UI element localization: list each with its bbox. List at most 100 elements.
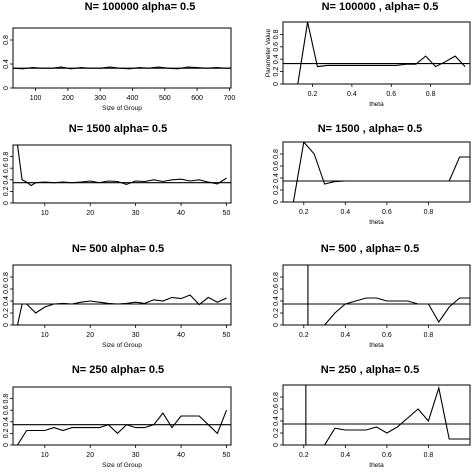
y-tick-label: 0.8 <box>273 392 280 402</box>
y-tick-label: 0.2 <box>3 186 10 196</box>
y-tick-label: 0.4 <box>273 416 280 426</box>
x-tick-label: 10 <box>41 452 49 459</box>
panel-title: N= 500 alpha= 0.5 <box>72 243 164 255</box>
plot-frame <box>12 264 232 326</box>
x-tick-label: 50 <box>223 332 231 339</box>
y-tick-label: 0.8 <box>3 152 10 162</box>
y-tick-label: 0 <box>273 82 280 86</box>
x-axis-label: Size of Group <box>102 105 142 112</box>
y-tick-label: 0.8 <box>3 272 10 282</box>
x-tick-label: 0.4 <box>340 332 350 339</box>
y-tick-label: 0.6 <box>3 163 10 173</box>
x-tick-label: 0.6 <box>382 452 392 459</box>
panel-8: N= 250 , alpha= 0.5 0 0.2 0.4 0.6 0.8 0.2 0.4 0.… <box>273 364 471 469</box>
x-tick-label: 700 <box>224 95 236 102</box>
x-tick-label: 100 <box>30 95 42 102</box>
x-tick-label: 0.8 <box>424 332 434 339</box>
y-tick-label: 0 <box>273 200 280 204</box>
y-tick-label: 0 <box>3 443 10 447</box>
panel-1: N= 100000 alpha= 0.5 0 0.4 0.8 100 200 300 400 5… <box>3 1 235 112</box>
y-tick-label: 0.4 <box>3 175 10 185</box>
x-tick-label: 0.4 <box>340 452 350 459</box>
x-tick-label: 40 <box>177 210 185 217</box>
y-tick-label: 0.2 <box>3 428 10 438</box>
series-line <box>16 294 227 325</box>
x-axis-label: theta <box>369 101 384 108</box>
x-axis-label: Size of Group <box>102 342 142 349</box>
x-axis-label: theta <box>369 462 384 469</box>
plot-frame <box>12 144 232 204</box>
y-tick-label: 0.6 <box>3 284 10 294</box>
y-tick-label: 0 <box>3 86 10 90</box>
panel-title: N= 1500 alpha= 0.5 <box>69 123 167 135</box>
series-line <box>324 385 470 445</box>
x-tick-label: 30 <box>132 452 140 459</box>
plot-frame <box>282 21 471 85</box>
y-tick-label: 0.4 <box>273 54 280 64</box>
x-tick-label: 0.6 <box>386 91 396 98</box>
x-tick-label: 30 <box>132 332 140 339</box>
plot-frame <box>282 141 471 203</box>
x-tick-label: 0.2 <box>299 452 309 459</box>
y-tick-label: 0.8 <box>273 272 280 282</box>
series-line <box>292 142 470 202</box>
y-tick-label: 0.2 <box>3 308 10 318</box>
series-line <box>16 145 227 187</box>
y-tick-label: 0.4 <box>3 296 10 306</box>
x-tick-label: 40 <box>177 332 185 339</box>
panel-5: N= 500 alpha= 0.5 0 0.2 0.4 0.6 0.8 10 20 30 40 50… <box>3 243 232 349</box>
y-tick-label: 0.4 <box>3 59 10 69</box>
y-tick-label: 0.2 <box>273 308 280 318</box>
x-tick-label: 0.6 <box>382 332 392 339</box>
plot-frame <box>282 264 471 326</box>
x-tick-label: 20 <box>86 210 94 217</box>
x-tick-label: 300 <box>94 95 106 102</box>
panel-4: N= 1500 , alpha= 0.5 0 0.2 0.4 0.6 0.8 0.2 0.4 0… <box>273 123 471 226</box>
y-tick-label: 0 <box>273 323 280 327</box>
x-axis-label: Size of Group <box>102 462 142 469</box>
y-tick-label: 0.4 <box>3 417 10 427</box>
x-tick-label: 0.2 <box>299 209 309 216</box>
y-tick-label: 0.6 <box>3 405 10 415</box>
x-tick-label: 40 <box>177 452 185 459</box>
x-tick-label: 400 <box>127 95 139 102</box>
x-axis-label: theta <box>369 342 384 349</box>
x-tick-label: 200 <box>62 95 74 102</box>
plot-frame <box>282 384 471 446</box>
y-tick-label: 0.2 <box>273 185 280 195</box>
y-tick-label: 0 <box>273 443 280 447</box>
x-tick-label: 0.8 <box>424 209 434 216</box>
y-tick-label: 0.8 <box>273 29 280 39</box>
series-line <box>297 22 466 84</box>
y-tick-label: 0.2 <box>273 428 280 438</box>
y-tick-label: 0.8 <box>3 394 10 404</box>
y-tick-label: 0.6 <box>273 161 280 171</box>
series-line <box>13 66 231 70</box>
x-tick-label: 50 <box>223 210 231 217</box>
y-tick-label: 0.8 <box>273 149 280 159</box>
y-tick-label: 0.8 <box>3 35 10 45</box>
plot-frame <box>12 386 232 446</box>
panel-6: N= 500 , alpha= 0.5 0 0.2 0.4 0.6 0.8 0.2 0.4 0.… <box>273 243 471 349</box>
x-tick-label: 20 <box>86 452 94 459</box>
y-tick-label: 0 <box>3 201 10 205</box>
x-tick-label: 50 <box>223 452 231 459</box>
panel-3: N= 1500 alpha= 0.5 0 0.20.4 0.60.8 10 20 30 40 5… <box>3 123 232 217</box>
panel-title: N= 100000 , alpha= 0.5 <box>322 1 439 13</box>
y-tick-label: 0.6 <box>273 42 280 52</box>
x-tick-label: 10 <box>41 332 49 339</box>
x-tick-label: 30 <box>132 210 140 217</box>
panel-title: N= 1500 , alpha= 0.5 <box>318 123 423 135</box>
x-tick-label: 500 <box>159 95 171 102</box>
x-tick-label: 0.2 <box>308 91 318 98</box>
panel-7: N= 250 alpha= 0.5 0 0.20.4 0.60.8 10 20 30 40 50… <box>3 364 232 469</box>
x-tick-label: 0.8 <box>426 91 436 98</box>
y-tick-label: 0.6 <box>273 404 280 414</box>
panel-title: N= 100000 alpha= 0.5 <box>85 1 196 13</box>
x-tick-label: 10 <box>41 210 49 217</box>
y-tick-label: 0.4 <box>273 173 280 183</box>
panel-title: N= 250 , alpha= 0.5 <box>321 364 419 376</box>
x-tick-label: 0.6 <box>382 209 392 216</box>
x-tick-label: 0.4 <box>347 91 357 98</box>
